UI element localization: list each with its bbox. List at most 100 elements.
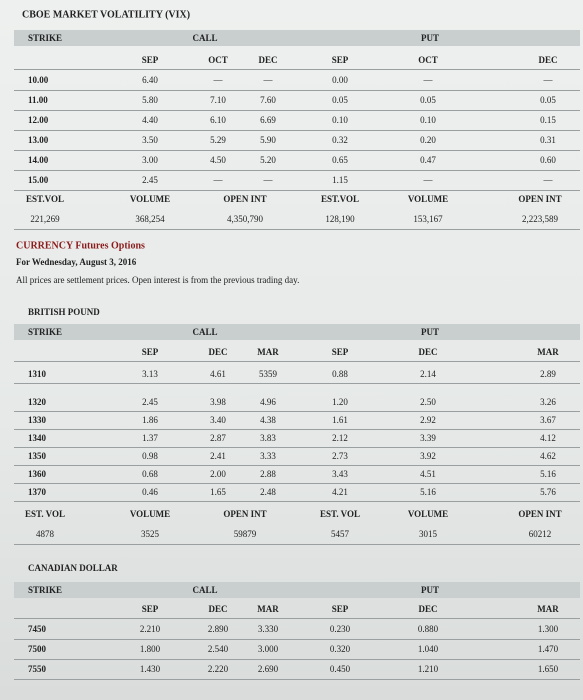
price: 2.92 <box>420 415 436 425</box>
footer-value: 221,269 <box>30 214 60 224</box>
strike: 1320 <box>28 397 46 407</box>
footer-value: 3525 <box>141 529 159 539</box>
month-header: SEP <box>331 347 349 357</box>
price: 3.000 <box>257 644 279 654</box>
row-rule <box>14 465 580 466</box>
row-rule <box>14 90 580 91</box>
row-rule <box>14 170 580 171</box>
footer-value: 128,190 <box>325 214 355 224</box>
price: 1.61 <box>332 415 348 425</box>
price: 0.450 <box>329 664 351 674</box>
header-band <box>14 582 580 598</box>
footer-value: 60212 <box>528 529 552 539</box>
month-header: OCT <box>418 55 438 65</box>
strike: 10.00 <box>28 75 49 85</box>
price: 0.00 <box>332 75 348 85</box>
price: 4.62 <box>540 451 556 461</box>
price: — <box>423 75 433 85</box>
footer-label: VOLUME <box>407 194 449 204</box>
price: 1.210 <box>417 664 439 674</box>
month-header: SEP <box>141 55 159 65</box>
price: 0.20 <box>420 135 436 145</box>
price: 1.15 <box>332 175 348 185</box>
price: 2.210 <box>139 624 161 634</box>
price: 4.51 <box>420 469 436 479</box>
price: 0.320 <box>329 644 351 654</box>
price: 3.13 <box>142 369 158 379</box>
price: 2.73 <box>332 451 348 461</box>
row-rule <box>14 501 580 502</box>
footer-label: VOLUME <box>407 509 449 519</box>
price: 0.46 <box>142 487 158 497</box>
price: 1.430 <box>139 664 161 674</box>
row-rule <box>14 429 580 430</box>
price: 3.67 <box>540 415 556 425</box>
strike: 1360 <box>28 469 46 479</box>
price: 5.80 <box>142 95 158 105</box>
price: 2.89 <box>540 369 556 379</box>
put-header: PUT <box>421 585 439 595</box>
strike: 7450 <box>28 624 46 634</box>
price: 3.40 <box>210 415 226 425</box>
price: 3.98 <box>210 397 226 407</box>
price: 7.10 <box>210 95 226 105</box>
price: 2.41 <box>210 451 226 461</box>
price: 1.37 <box>142 433 158 443</box>
price: 1.65 <box>210 487 226 497</box>
strike-header: STRIKE <box>28 585 63 595</box>
price: 6.40 <box>142 75 158 85</box>
strike: 1330 <box>28 415 46 425</box>
month-header: SEP <box>141 347 159 357</box>
row-rule <box>14 447 580 448</box>
price: 0.05 <box>332 95 348 105</box>
price: 0.230 <box>329 624 351 634</box>
strike: 15.00 <box>28 175 49 185</box>
row-rule <box>14 679 580 680</box>
month-header: OCT <box>208 55 228 65</box>
price: 5.20 <box>260 155 276 165</box>
put-header: PUT <box>421 327 439 337</box>
price: 0.10 <box>332 115 348 125</box>
strike: 1350 <box>28 451 46 461</box>
month-header: MAR <box>257 347 279 357</box>
price: 2.45 <box>142 397 158 407</box>
price: 4.12 <box>540 433 556 443</box>
price: 6.69 <box>260 115 276 125</box>
currency-title: CURRENCY Futures Options <box>16 240 145 252</box>
call-header: CALL <box>192 327 218 337</box>
price: 0.65 <box>332 155 348 165</box>
price: 5.16 <box>420 487 436 497</box>
footer-label: EST. VOL <box>24 509 66 519</box>
price: 3.33 <box>260 451 276 461</box>
price: 0.88 <box>332 369 348 379</box>
strike: 12.00 <box>28 115 49 125</box>
price: — <box>423 175 433 185</box>
month-header: SEP <box>331 604 349 614</box>
row-rule <box>14 639 580 640</box>
row-rule <box>14 110 580 111</box>
price: 2.88 <box>260 469 276 479</box>
header-band <box>14 30 580 46</box>
price: 5.16 <box>540 469 556 479</box>
price: — <box>263 75 273 85</box>
strike: 1340 <box>28 433 46 443</box>
month-header: MAR <box>537 347 559 357</box>
month-header: DEC <box>208 604 228 614</box>
price: 2.50 <box>420 397 436 407</box>
price: 0.60 <box>540 155 556 165</box>
footer-label: OPEN INT <box>223 194 267 204</box>
price: 1.040 <box>417 644 439 654</box>
row-rule <box>14 130 580 131</box>
row-rule <box>14 69 580 70</box>
price: 3.50 <box>142 135 158 145</box>
price: 2.14 <box>420 369 436 379</box>
footer-label: VOLUME <box>129 509 171 519</box>
price: 5.76 <box>540 487 556 497</box>
price: 2.45 <box>142 175 158 185</box>
price: 0.31 <box>540 135 556 145</box>
footer-label: EST. VOL <box>319 509 361 519</box>
row-rule <box>14 411 580 412</box>
footer-label: VOLUME <box>129 194 171 204</box>
strike-header: STRIKE <box>28 33 63 43</box>
